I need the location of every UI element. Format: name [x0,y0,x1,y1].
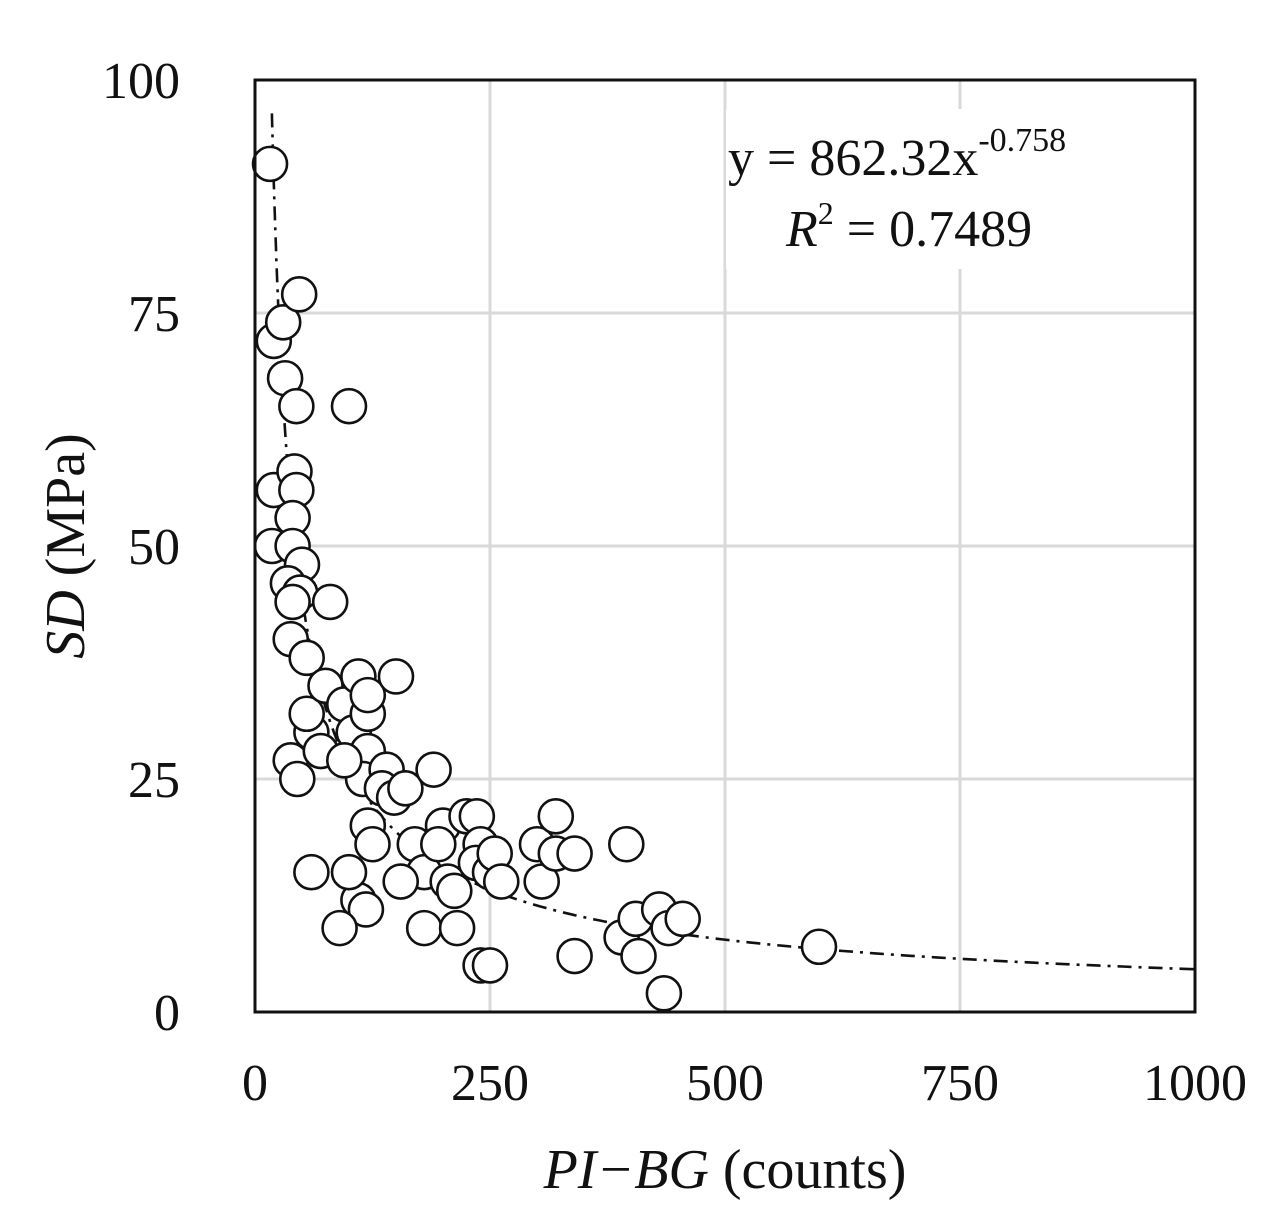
data-point [280,276,318,313]
data-point [387,770,424,807]
data-point [264,304,302,341]
data-point [645,975,683,1012]
data-point [347,891,385,928]
data-point [278,760,316,798]
y-tick-label: 75 [128,286,180,343]
plot-frame [253,78,1197,1014]
data-point [278,387,315,425]
data-point [419,825,457,863]
y-axis-title-unit: (MPa) [35,433,97,590]
data-point [482,863,520,900]
x-tick-label: 250 [451,1055,529,1112]
data-point [556,937,593,975]
data-point [438,909,476,947]
x-tick-labels: 0 250 500 750 1000 [242,1055,1247,1112]
y-axis-title-symbol: SD [35,590,97,658]
data-point [607,825,645,863]
x-tick-label: 750 [921,1055,999,1112]
data-point [377,658,415,695]
y-tick-label: 25 [128,752,180,809]
x-tick-label: 0 [242,1055,268,1112]
y-tick-labels: 0 25 50 75 100 [102,53,180,1042]
data-point [321,909,358,947]
data-point [664,900,702,938]
fit-equation-exponent: -0.758 [978,122,1066,159]
data-point [274,583,311,621]
fit-equation-base: y = 862.32x [728,130,978,187]
x-tick-label: 500 [686,1055,764,1112]
data-point [325,742,363,779]
data-points [251,145,838,1012]
data-point [293,853,330,891]
y-tick-label: 50 [128,519,180,576]
data-point [435,872,473,910]
y-axis-title: SD (MPa) [35,433,97,659]
x-axis-title-symbol: PI−BG [543,1139,709,1201]
data-point [288,639,326,677]
x-axis-title-unit: (counts) [709,1139,907,1201]
data-point [620,937,657,975]
r-squared-superscript: 2 [818,195,834,231]
data-point [415,751,452,788]
data-point [537,797,575,835]
x-axis-title: PI−BG (counts) [543,1139,907,1201]
data-point [354,825,391,863]
r-squared-value: = 0.7489 [834,201,1032,258]
r-squared: R2 = 0.7489 [785,195,1032,258]
fit-equation: y = 862.32x-0.758 [728,122,1066,187]
data-point [382,863,420,900]
data-point [251,145,289,183]
data-point [405,909,443,947]
data-point [288,695,326,733]
data-point [471,947,509,984]
data-point [311,583,349,621]
y-tick-label: 0 [154,985,180,1042]
data-point [330,853,368,891]
y-tick-label: 100 [102,53,180,110]
x-tick-label: 1000 [1143,1055,1247,1112]
data-point [800,928,838,966]
data-point [349,676,387,714]
r-squared-symbol: R [785,201,818,258]
equation-box [726,109,1172,269]
data-point [330,387,368,425]
data-point [556,835,593,872]
